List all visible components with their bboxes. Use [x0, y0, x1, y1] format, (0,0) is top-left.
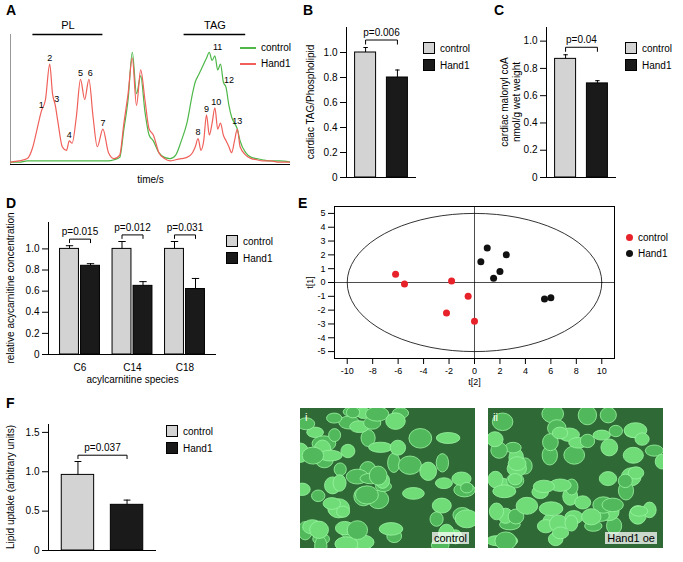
- svg-text:0.4: 0.4: [324, 122, 338, 133]
- html-text:control: control: [243, 235, 273, 247]
- svg-text:0: 0: [472, 366, 477, 376]
- svg-text:1.0: 1.0: [324, 47, 338, 58]
- svg-text:0: 0: [34, 349, 40, 360]
- svg-text:1.0: 1.0: [26, 243, 40, 254]
- svg-text:0: 0: [320, 277, 325, 287]
- svg-text:9: 9: [204, 104, 209, 114]
- svg-text:2: 2: [47, 53, 52, 63]
- svg-text:0.8: 0.8: [26, 264, 40, 275]
- svg-text:2: 2: [497, 366, 502, 376]
- svg-text:-6: -6: [394, 366, 402, 376]
- svg-text:0.8: 0.8: [324, 72, 338, 83]
- svg-text:t[1]: t[1]: [305, 276, 315, 289]
- html-text:C: C: [494, 2, 505, 18]
- svg-text:1: 1: [39, 100, 44, 110]
- html-text:control: control: [183, 425, 213, 437]
- svg-text:0: 0: [332, 172, 338, 183]
- svg-text:acylcarnitine species: acylcarnitine species: [86, 374, 178, 385]
- svg-text:-10: -10: [341, 366, 354, 376]
- svg-text:p=0.031: p=0.031: [167, 222, 204, 233]
- html-text:Hand1: Hand1: [642, 59, 672, 71]
- svg-text:-1: -1: [317, 291, 325, 301]
- svg-text:-4: -4: [317, 333, 325, 343]
- html-text:control: control: [638, 232, 668, 243]
- html-text:Lipid uptake (arbitrary units): Lipid uptake (arbitrary units): [5, 425, 17, 549]
- svg-text:0: 0: [34, 545, 40, 556]
- html-text:control: control: [434, 532, 467, 544]
- html-text:ii: ii: [493, 411, 498, 423]
- svg-text:0.6: 0.6: [524, 90, 538, 101]
- svg-text:0.2: 0.2: [524, 144, 538, 155]
- svg-text:13: 13: [232, 116, 242, 126]
- svg-text:5: 5: [320, 208, 325, 218]
- svg-text:C18: C18: [176, 362, 195, 373]
- svg-text:5: 5: [78, 68, 83, 78]
- svg-text:p=0.015: p=0.015: [62, 226, 99, 237]
- svg-text:0.6: 0.6: [26, 285, 40, 296]
- html-text:Hand1: Hand1: [261, 58, 291, 69]
- html-text:E: E: [298, 195, 308, 211]
- html-text:Hand1: Hand1: [440, 59, 470, 71]
- html-text:F: F: [6, 395, 15, 411]
- html-text:Hand1: Hand1: [183, 442, 213, 454]
- svg-text:8: 8: [196, 127, 201, 137]
- svg-text:10: 10: [211, 97, 221, 107]
- svg-text:6: 6: [88, 68, 93, 78]
- svg-text:-8: -8: [369, 366, 377, 376]
- svg-text:-5: -5: [317, 346, 325, 356]
- svg-text:7: 7: [100, 118, 105, 128]
- html-text:relative acycarnitine concentr: relative acycarnitine concentration: [5, 212, 17, 364]
- html-text:B: B: [303, 2, 314, 18]
- svg-text:0.5: 0.5: [26, 505, 40, 516]
- svg-text:p=0.012: p=0.012: [114, 222, 151, 233]
- svg-text:3: 3: [54, 94, 59, 104]
- svg-text:-4: -4: [420, 366, 428, 376]
- html-text:i: i: [305, 411, 308, 423]
- svg-text:0.2: 0.2: [26, 328, 40, 339]
- svg-text:8: 8: [574, 366, 579, 376]
- svg-text:0.2: 0.2: [324, 147, 338, 158]
- svg-text:p=0.006: p=0.006: [363, 27, 400, 38]
- svg-text:1.0: 1.0: [26, 466, 40, 477]
- svg-text:-3: -3: [317, 319, 325, 329]
- svg-text:p=0.04: p=0.04: [566, 34, 597, 45]
- html-text:cardiac TAG/Phospholipid: cardiac TAG/Phospholipid: [305, 44, 317, 160]
- html-text:D: D: [6, 195, 17, 211]
- svg-text:3: 3: [320, 236, 325, 246]
- svg-text:p=0.037: p=0.037: [84, 442, 121, 453]
- svg-text:C14: C14: [123, 362, 142, 373]
- svg-text:1.0: 1.0: [524, 35, 538, 46]
- html-text:control: control: [440, 42, 470, 54]
- svg-text:1: 1: [320, 264, 325, 274]
- svg-text:0: 0: [532, 172, 538, 183]
- svg-text:4: 4: [320, 222, 325, 232]
- html-text:control: control: [642, 42, 672, 54]
- html-text:Hand1 oe: Hand1 oe: [607, 532, 655, 544]
- html-text:Hand1: Hand1: [638, 248, 668, 259]
- svg-text:11: 11: [213, 42, 222, 52]
- svg-text:TAG: TAG: [204, 19, 226, 31]
- svg-text:0.6: 0.6: [324, 97, 338, 108]
- svg-text:0.4: 0.4: [524, 117, 538, 128]
- svg-text:1.5: 1.5: [26, 427, 40, 438]
- svg-text:-2: -2: [445, 366, 453, 376]
- svg-text:PL: PL: [61, 19, 74, 31]
- svg-text:t[2]: t[2]: [468, 377, 481, 387]
- svg-text:C6: C6: [74, 362, 87, 373]
- html-text:A: A: [6, 2, 17, 18]
- svg-text:0.8: 0.8: [524, 63, 538, 74]
- svg-text:2: 2: [320, 250, 325, 260]
- html-text:Hand1: Hand1: [243, 252, 273, 264]
- svg-text:time/s: time/s: [137, 174, 164, 185]
- svg-text:12: 12: [224, 75, 234, 85]
- html-text:control: control: [261, 42, 291, 53]
- html-text:cardiac malonyl coA nmol/g wet: cardiac malonyl coA nmol/g wet weight: [498, 57, 521, 147]
- svg-text:6: 6: [548, 366, 553, 376]
- svg-text:4: 4: [523, 366, 528, 376]
- svg-text:4: 4: [67, 130, 72, 140]
- svg-text:10: 10: [597, 366, 607, 376]
- svg-text:-2: -2: [317, 305, 325, 315]
- svg-text:0.4: 0.4: [26, 306, 40, 317]
